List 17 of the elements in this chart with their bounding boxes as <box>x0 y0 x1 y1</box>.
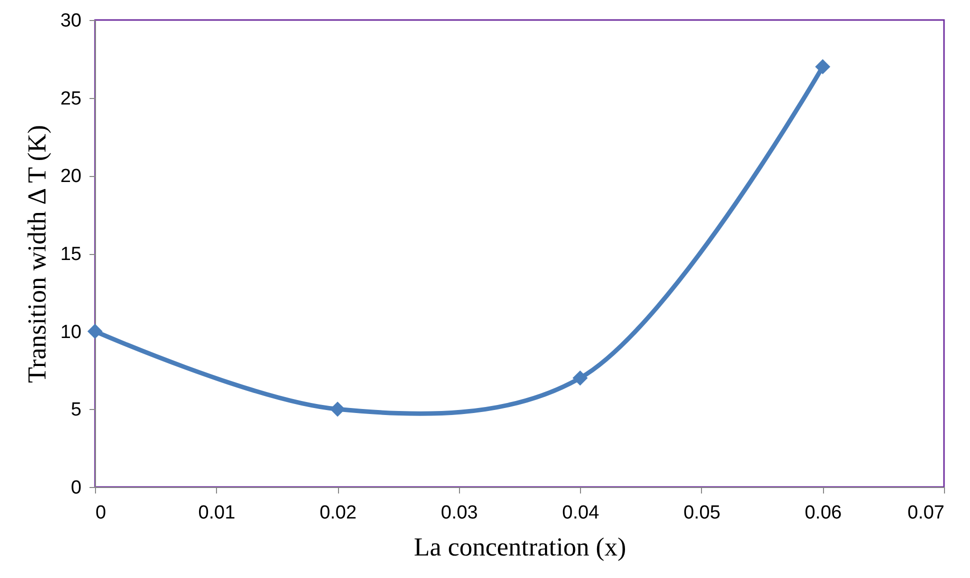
x-tick-label: 0.03 <box>440 502 478 524</box>
y-tick-label: 0 <box>70 478 82 498</box>
y-tick-label: 25 <box>60 88 82 110</box>
x-tick-label: 0.01 <box>198 502 236 524</box>
x-tick-label: 0 <box>96 502 106 524</box>
x-tick-label: 0.05 <box>683 502 720 524</box>
y-axis-title: Transition width Δ T (K) <box>22 125 52 383</box>
y-tick-label: 15 <box>60 244 82 265</box>
y-tick-label: 30 <box>60 10 82 32</box>
y-tick-label: 10 <box>60 322 82 343</box>
y-tick-label: 5 <box>70 400 82 421</box>
x-tick-label: 0.07 <box>908 502 944 524</box>
x-axis-title: La concentration (x) <box>414 532 626 562</box>
y-tick-label: 20 <box>60 166 82 188</box>
x-tick-label: 0.06 <box>804 502 842 524</box>
x-tick-label: 0.02 <box>320 502 357 524</box>
x-tick-label: 0.04 <box>562 502 600 524</box>
